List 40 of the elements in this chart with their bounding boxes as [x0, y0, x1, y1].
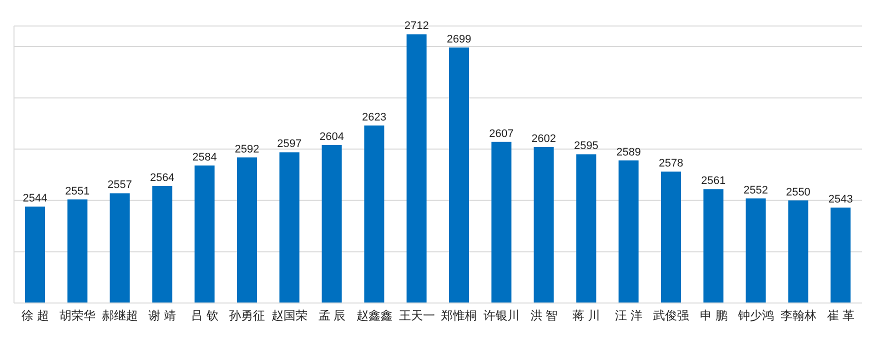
- x-tick-label: 洪 智: [530, 308, 558, 323]
- data-label: 2589: [616, 146, 641, 158]
- x-tick-label: 谢 靖: [148, 308, 176, 323]
- data-label: 2595: [574, 140, 598, 152]
- x-tick-label: 许银川: [484, 308, 520, 323]
- x-tick-label: 蒋 川: [572, 308, 600, 323]
- x-tick-label: 李翰林: [780, 308, 816, 323]
- data-label: 2699: [446, 34, 472, 46]
- x-tick-label: 郑惟桐: [441, 308, 478, 323]
- data-label: 2552: [744, 184, 768, 196]
- x-tick-label: 赵国荣: [272, 308, 308, 323]
- x-tick-label: 申 鹏: [700, 308, 728, 323]
- x-tick-label: 郝继超: [102, 308, 138, 323]
- data-label: 2607: [489, 128, 514, 140]
- data-label: 2564: [150, 172, 174, 184]
- data-label: 2557: [108, 179, 132, 192]
- data-label: 2578: [658, 158, 684, 170]
- data-label: 2602: [532, 133, 556, 146]
- x-tick-label: 吕 钦: [191, 308, 218, 323]
- data-label: 2551: [65, 185, 90, 198]
- data-label: 2584: [192, 152, 217, 164]
- x-tick-label: 孟 辰: [318, 308, 346, 323]
- x-tick-label: 孙勇征: [229, 308, 266, 323]
- data-label: 2604: [320, 131, 344, 144]
- data-label: 2561: [701, 175, 726, 188]
- data-label: 2712: [404, 20, 429, 32]
- x-tick-label: 徐 超: [22, 308, 49, 323]
- data-label: 2592: [234, 143, 260, 156]
- data-label: 2550: [786, 186, 810, 198]
- x-tick-label: 武俊强: [653, 308, 690, 323]
- x-tick-label: 王天一: [398, 308, 435, 323]
- x-tick-label: 钟少鸿: [737, 308, 774, 323]
- data-label: 2597: [277, 138, 302, 150]
- x-tick-label: 胡荣华: [60, 308, 96, 323]
- x-tick-label: 崔 革: [827, 308, 854, 323]
- x-tick-label: 汪 洋: [615, 308, 642, 323]
- data-label: 2623: [362, 112, 386, 124]
- x-tick-label: 赵鑫鑫: [356, 308, 392, 323]
- data-label: 2544: [22, 192, 48, 205]
- data-label: 2543: [828, 194, 853, 206]
